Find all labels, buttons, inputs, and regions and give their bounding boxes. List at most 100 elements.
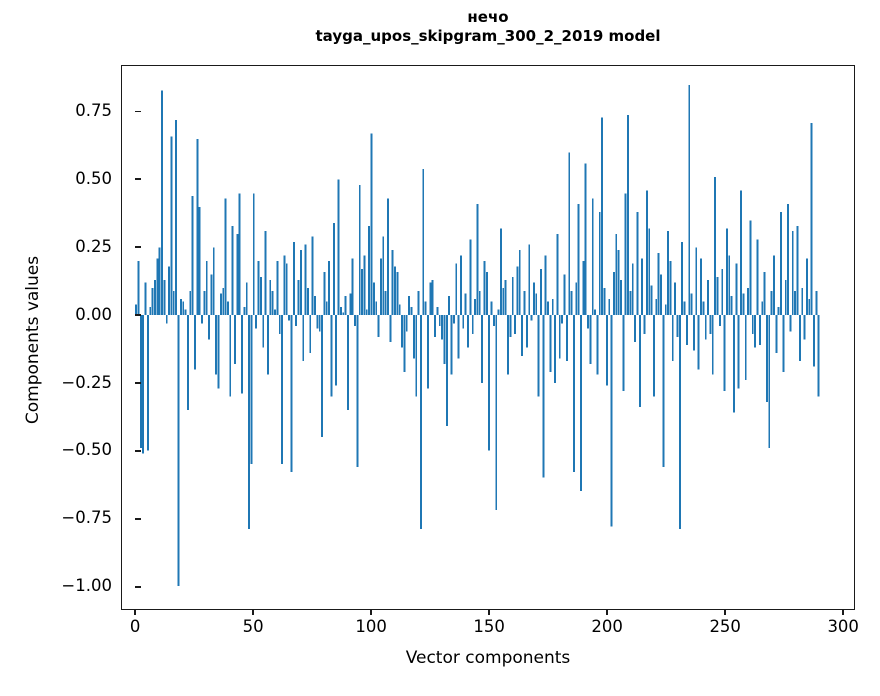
bar xyxy=(723,315,726,391)
bar xyxy=(596,315,599,375)
bar xyxy=(502,288,505,316)
bar xyxy=(492,315,495,326)
chart-title-line-1: нечо xyxy=(467,8,509,26)
bar xyxy=(594,309,597,316)
bar xyxy=(427,315,429,389)
bar xyxy=(662,315,665,467)
bar xyxy=(271,290,274,316)
bar xyxy=(780,212,782,316)
bar xyxy=(144,282,147,316)
bar xyxy=(135,304,138,316)
bar xyxy=(194,315,196,370)
y-tick-mark xyxy=(135,110,141,112)
bar xyxy=(443,315,446,364)
bar xyxy=(450,315,453,375)
bar xyxy=(363,255,366,316)
bar xyxy=(349,293,352,316)
bar xyxy=(344,296,347,316)
bar xyxy=(744,315,747,381)
bar xyxy=(269,279,272,316)
bar xyxy=(641,258,644,316)
y-tick-mark xyxy=(135,382,141,384)
bar xyxy=(434,315,436,337)
bar xyxy=(278,315,281,335)
bar xyxy=(728,255,731,316)
bar xyxy=(330,315,333,397)
bar xyxy=(394,266,396,316)
bar xyxy=(497,309,500,316)
bar xyxy=(549,315,552,373)
bar xyxy=(622,315,625,391)
bar xyxy=(184,309,187,316)
bar xyxy=(222,288,225,316)
bar xyxy=(323,271,326,316)
y-tick-mark xyxy=(135,314,141,316)
bar xyxy=(189,290,192,316)
bar xyxy=(683,301,686,316)
bar xyxy=(791,231,794,316)
bar xyxy=(589,315,592,364)
bar xyxy=(248,315,251,530)
bar xyxy=(521,315,524,356)
bar xyxy=(168,266,171,316)
bar xyxy=(142,315,145,454)
x-tick-label: 300 xyxy=(827,617,859,636)
bar xyxy=(535,293,538,316)
bar xyxy=(697,315,700,370)
bar xyxy=(361,269,364,316)
bar xyxy=(201,315,203,324)
bar xyxy=(615,233,618,316)
chart-title: нечо tayga_upos_skipgram_300_2_2019 mode… xyxy=(121,8,855,46)
bar xyxy=(627,114,629,316)
bar xyxy=(817,315,820,397)
bar xyxy=(612,271,615,316)
plot-axes xyxy=(121,65,855,610)
bar xyxy=(695,247,698,316)
bar xyxy=(208,315,211,340)
bar xyxy=(587,315,589,329)
bar xyxy=(186,315,189,410)
bar xyxy=(598,212,601,316)
bar xyxy=(441,315,444,340)
bar xyxy=(436,307,439,316)
y-tick-label: −0.25 xyxy=(61,372,112,392)
bar xyxy=(787,204,790,316)
bar xyxy=(217,315,220,389)
bar xyxy=(158,247,161,316)
bar xyxy=(558,315,561,359)
bar xyxy=(542,315,545,478)
bar xyxy=(290,315,293,473)
bar xyxy=(179,298,182,316)
bar xyxy=(638,315,641,408)
bar xyxy=(424,301,427,316)
bar xyxy=(620,279,622,316)
bar xyxy=(608,298,611,316)
bar xyxy=(382,236,385,316)
bar xyxy=(495,315,498,511)
bar xyxy=(514,315,517,335)
bar xyxy=(709,315,712,335)
bar xyxy=(617,250,620,316)
bar xyxy=(205,260,208,316)
bar xyxy=(504,279,507,316)
bar xyxy=(537,315,540,397)
bar xyxy=(624,193,627,316)
bar xyxy=(365,309,368,316)
x-tick-mark xyxy=(724,609,726,615)
bar xyxy=(401,315,404,348)
bar xyxy=(137,260,140,316)
bar xyxy=(801,288,804,316)
bar xyxy=(572,315,575,473)
bar xyxy=(563,274,566,316)
x-tick-mark xyxy=(134,609,136,615)
bar xyxy=(212,247,215,316)
bar xyxy=(768,315,771,448)
bar xyxy=(335,315,338,386)
bar xyxy=(403,315,406,373)
bar xyxy=(405,315,408,332)
bar xyxy=(485,271,488,316)
bar xyxy=(234,315,236,364)
bar xyxy=(643,315,646,335)
